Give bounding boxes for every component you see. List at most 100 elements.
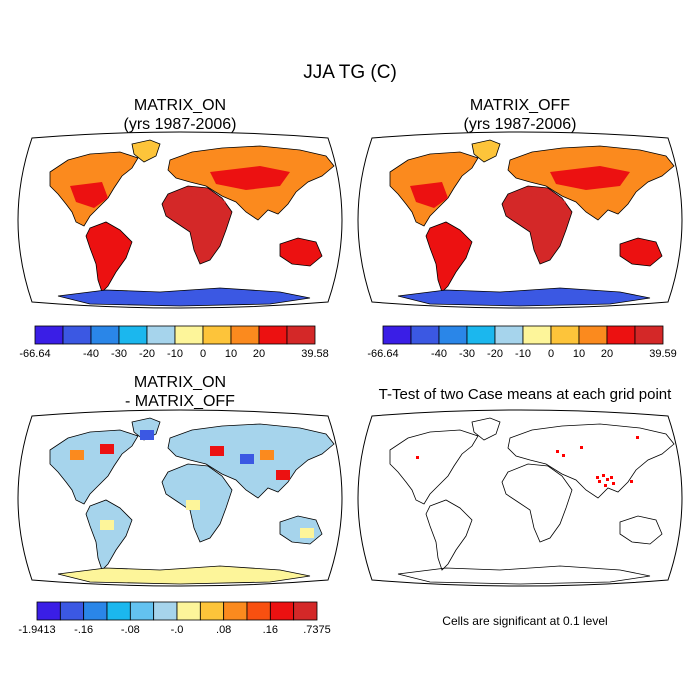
map-matrix-on (17, 131, 343, 309)
diff-colorbar-label: -.08 (120, 624, 140, 636)
diff-colorbar-label: -1.9413 (18, 624, 56, 636)
diff-colorbar-box (106, 601, 131, 621)
on-colorbar-label: 0 (199, 348, 207, 360)
ttest-significant-cell (580, 446, 583, 449)
diff-anomaly-cell (140, 430, 154, 440)
on-colorbar-box (286, 325, 316, 345)
off-colorbar-box (466, 325, 496, 345)
diff-anomaly-cell (260, 450, 274, 460)
map-difference (17, 409, 343, 587)
panel-on-title: MATRIX_ON (yrs 1987-2006) (123, 97, 237, 133)
diff-anomaly-cell (100, 520, 114, 530)
on-colorbar-box (34, 325, 64, 345)
on-colorbar-label: -40 (83, 348, 99, 360)
on-sahara-hot (178, 192, 226, 220)
off-asia-warm (550, 166, 630, 190)
diff-colorbar-box (223, 601, 248, 621)
colorbar-matrix-on: -66.64 -40 -30 -20 -10 0 10 20 39.58 (19, 325, 329, 366)
diff-anomaly-cell (186, 500, 200, 510)
ttest-significant-cell (636, 436, 639, 439)
on-colorbar-box (258, 325, 288, 345)
on-colorbar-label: -30 (111, 348, 127, 360)
on-namerica-warm (70, 182, 108, 208)
ttest-namerica-outline (389, 429, 479, 505)
on-colorbar-box (118, 325, 148, 345)
on-greenland-outline (131, 139, 161, 163)
diff-colorbar-box (36, 601, 61, 621)
ttest-antarctica-outline (397, 565, 651, 585)
on-colorbar-box (62, 325, 92, 345)
off-colorbar-label: 10 (572, 348, 586, 360)
off-colorbar-boxes (382, 325, 664, 345)
diff-colorbar-label: .08 (216, 624, 232, 636)
on-samerica-outline (85, 221, 133, 293)
figure-title: JJA TG (C) (303, 62, 397, 83)
ttest-significant-cell (416, 456, 419, 459)
diff-colorbar-boxes (36, 601, 318, 621)
on-colorbar-label: 20 (252, 348, 266, 360)
diff-colorbar-box (246, 601, 271, 621)
colorbar-matrix-off: -66.64 -40 -30 -20 -10 0 10 20 39.59 (367, 325, 677, 366)
off-colorbar-label: -40 (431, 348, 447, 360)
off-australia-outline (619, 237, 663, 267)
off-colorbar-label: -30 (459, 348, 475, 360)
diff-colorbar-label: .7375 (303, 624, 331, 636)
panel-diff-title: MATRIX_ON - MATRIX_OFF (125, 374, 235, 410)
diff-colorbar-label: .16 (262, 624, 278, 636)
on-colorbar-label: -10 (167, 348, 183, 360)
off-colorbar-box (438, 325, 468, 345)
off-map-frame (357, 131, 683, 309)
on-colorbar-box (90, 325, 120, 345)
ttest-significant-cell (630, 480, 633, 483)
ttest-samerica-outline (425, 499, 473, 571)
diff-anomaly-cell (276, 470, 290, 480)
on-colorbar-label: -66.64 (19, 348, 51, 360)
diff-colorbar-box (199, 601, 225, 621)
diff-samerica-outline (85, 499, 133, 571)
ttest-significant-cell (598, 480, 601, 483)
ttest-significant-cell (612, 482, 615, 485)
diff-anomaly-cell (300, 528, 314, 538)
off-colorbar-box (382, 325, 412, 345)
diff-colorbar-box (269, 601, 295, 621)
panel-off-title: MATRIX_OFF (yrs 1987-2006) (463, 97, 577, 133)
ttest-map-background (358, 410, 682, 586)
off-namerica-warm (410, 182, 448, 208)
diff-anomaly-cell (70, 450, 84, 460)
colorbar-difference: -1.9413 -.16 -.08 -.0 .08 .16 .7375 (18, 601, 331, 642)
diff-colorbar-box (293, 601, 318, 621)
ttest-significant-cell (606, 478, 609, 481)
off-colorbar-box (494, 325, 524, 345)
ttest-significant-cell (556, 450, 559, 453)
on-colorbar-box (146, 325, 176, 345)
diff-anomaly-cell (240, 454, 254, 464)
ttest-significant-cell (562, 454, 565, 457)
off-greenland-outline (471, 139, 501, 163)
off-sahara-hot (518, 192, 566, 220)
diff-colorbar-box (83, 601, 108, 621)
diff-namerica-outline (49, 429, 139, 505)
off-colorbar-box (606, 325, 636, 345)
on-colorbar-label: -20 (139, 348, 155, 360)
diff-colorbar-label: -.16 (74, 624, 94, 636)
off-colorbar-box (634, 325, 664, 345)
on-colorbar-label: 10 (224, 348, 238, 360)
off-colorbar-label: -20 (487, 348, 503, 360)
ttest-significant-cell (610, 476, 613, 479)
on-asia-warm (210, 166, 290, 190)
ttest-africa-outline (501, 463, 573, 543)
map-ttest (357, 409, 683, 587)
off-colorbar-box (410, 325, 440, 345)
ttest-greenland-outline (471, 417, 501, 441)
diff-colorbar-box (176, 601, 201, 621)
diff-antarctica-outline (57, 565, 311, 585)
diff-anomaly-cell (210, 446, 224, 456)
ttest-australia-outline (619, 515, 663, 545)
off-colorbar-label: 39.59 (649, 348, 677, 360)
diff-colorbar-label: -.0 (170, 624, 184, 636)
on-colorbar-label: 39.58 (301, 348, 329, 360)
off-antarctica-outline (397, 287, 651, 307)
off-colorbar-label: -10 (515, 348, 531, 360)
significance-note: Cells are significant at 0.1 level (442, 614, 608, 628)
ttest-map-frame (357, 409, 683, 587)
